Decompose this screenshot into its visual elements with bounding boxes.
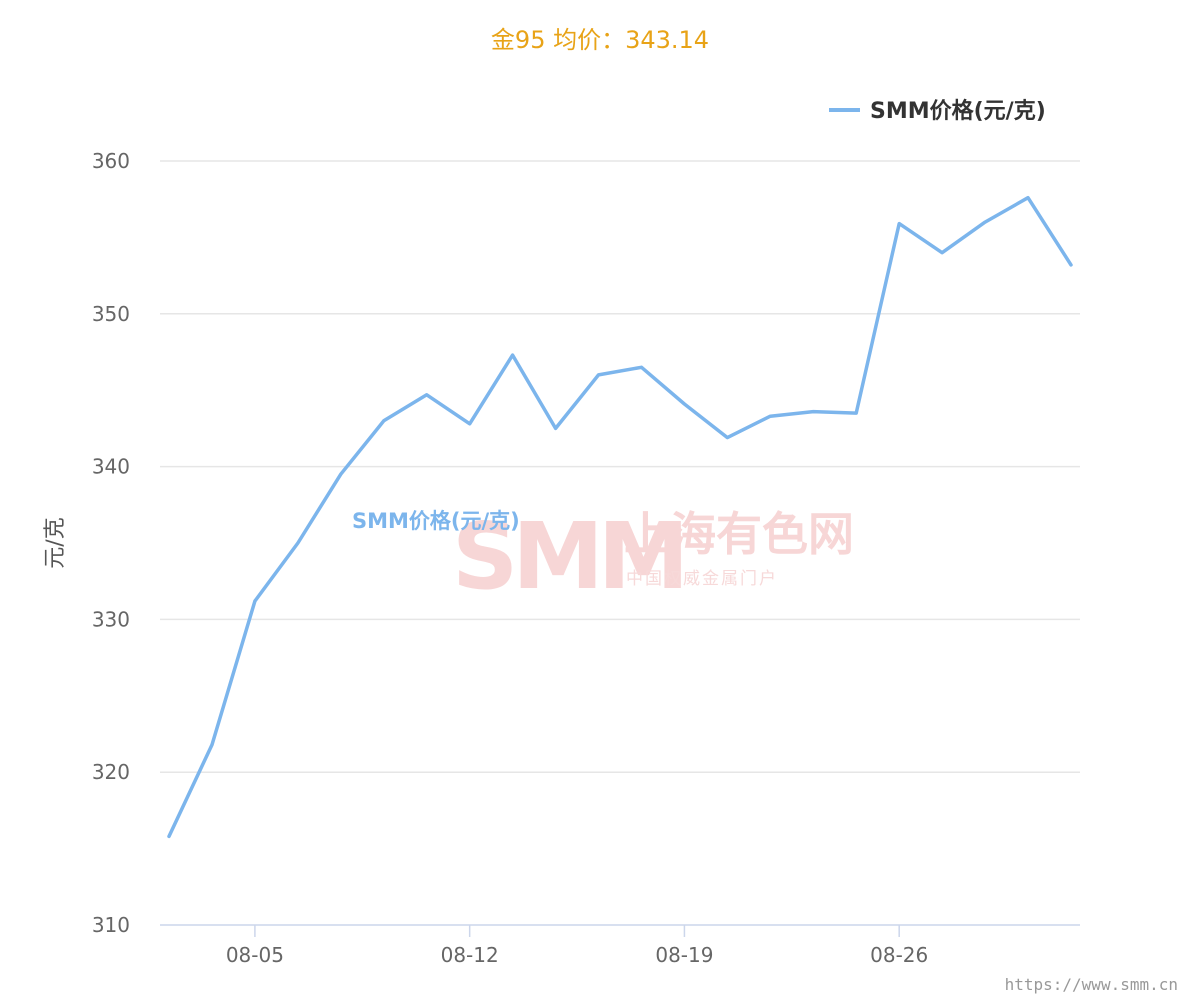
y-tick-label: 360 bbox=[92, 149, 130, 173]
grid bbox=[160, 160, 1080, 926]
data-point[interactable] bbox=[936, 247, 948, 259]
data-point[interactable] bbox=[635, 361, 647, 373]
y-axis-ticks: 310 320 330 340 350 360 bbox=[92, 149, 130, 937]
data-point[interactable] bbox=[764, 410, 776, 422]
y-tick-label: 320 bbox=[92, 760, 130, 784]
data-point[interactable] bbox=[421, 389, 433, 401]
data-point[interactable] bbox=[550, 422, 562, 434]
y-tick-label: 340 bbox=[92, 455, 130, 479]
data-point[interactable] bbox=[979, 216, 991, 228]
data-point[interactable] bbox=[335, 468, 347, 480]
x-tick-label: 08-05 bbox=[226, 943, 284, 967]
x-tick-label: 08-19 bbox=[655, 943, 713, 967]
y-tick-label: 350 bbox=[92, 302, 130, 326]
data-point[interactable] bbox=[893, 218, 905, 230]
source-url: https://www.smm.cn bbox=[1005, 975, 1178, 994]
series-line[interactable] bbox=[167, 195, 1073, 839]
data-point[interactable] bbox=[1022, 192, 1034, 204]
y-tick-label: 310 bbox=[92, 913, 130, 937]
x-axis-ticks: 08-05 08-12 08-19 08-26 bbox=[226, 925, 928, 967]
data-point[interactable] bbox=[721, 432, 733, 444]
data-point[interactable] bbox=[378, 415, 390, 427]
x-tick-label: 08-26 bbox=[870, 943, 928, 967]
watermark-name: 上海有色网 bbox=[624, 507, 854, 561]
y-axis-title: 元/克 bbox=[43, 517, 68, 568]
data-point[interactable] bbox=[464, 418, 476, 430]
data-point[interactable] bbox=[206, 739, 218, 751]
series-inline-label: SMM价格(元/克) bbox=[352, 509, 520, 533]
series-layer bbox=[163, 192, 1077, 842]
smm-watermark: SMM 上海有色网 中国权威金属门户 bbox=[452, 503, 854, 610]
data-point[interactable] bbox=[1065, 259, 1077, 271]
legend-item[interactable]: SMM价格(元/克) bbox=[829, 98, 1046, 124]
watermark-tagline: 中国权威金属门户 bbox=[626, 569, 778, 589]
data-point[interactable] bbox=[163, 830, 175, 842]
data-point[interactable] bbox=[678, 398, 690, 410]
data-point[interactable] bbox=[249, 595, 261, 607]
chart-title: 金95 均价：343.14 bbox=[491, 26, 709, 54]
watermark-logo: SMM bbox=[452, 503, 683, 610]
data-point[interactable] bbox=[507, 349, 519, 361]
x-tick-label: 08-12 bbox=[441, 943, 499, 967]
y-tick-label: 330 bbox=[92, 607, 130, 631]
legend-label[interactable]: SMM价格(元/克) bbox=[870, 98, 1046, 124]
data-point[interactable] bbox=[593, 369, 605, 381]
data-point[interactable] bbox=[807, 406, 819, 418]
data-point[interactable] bbox=[292, 537, 304, 549]
data-point[interactable] bbox=[850, 407, 862, 419]
